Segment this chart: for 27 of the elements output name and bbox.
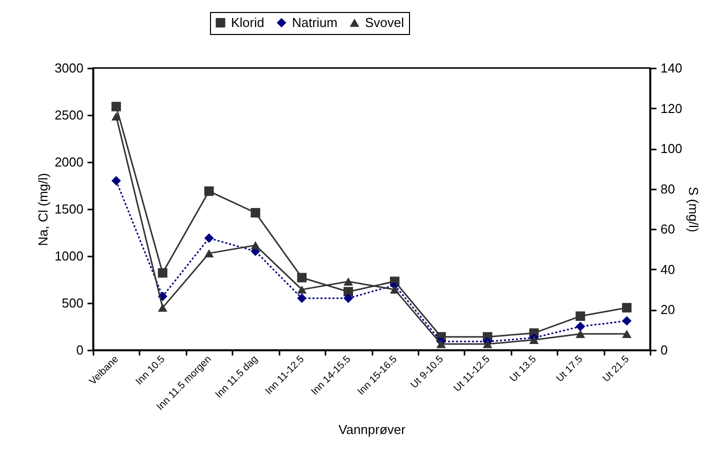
point [622,316,632,326]
y-tick-label: 1500 [54,202,84,216]
y2-tick-label: 60 [660,222,675,237]
y-tick-label: 0 [76,342,84,358]
legend-label: Svovel [365,14,404,30]
y-tick-label: 3000 [54,60,84,76]
point [111,176,121,186]
point [622,302,632,312]
point [622,330,632,338]
x-tick-label: Inn 11.5 dag [214,354,260,401]
y-tick-label: 2500 [54,108,84,122]
x-axis-title: Vannprøver [338,422,406,438]
y2-tick-label: 40 [660,262,675,277]
y2-axis-title: S (mg/l) [686,186,702,232]
y-tick-label: 1000 [54,248,84,264]
y-axis-title: Na, Cl (mg/l) [36,173,51,246]
y2-tick-label: 100 [660,141,682,156]
y2-tick-label: 20 [660,302,675,318]
y-tick-label: 500 [62,296,84,310]
y2-tick-label: 140 [660,60,682,76]
y-tick-label: 2000 [54,154,84,170]
legend-label: Klorid [231,14,264,30]
y2-tick-label: 120 [660,100,682,116]
legend-label: Natrium [292,14,338,30]
y2-tick-label: 0 [660,342,668,358]
y2-tick-label: 80 [660,181,675,196]
point [111,102,121,112]
